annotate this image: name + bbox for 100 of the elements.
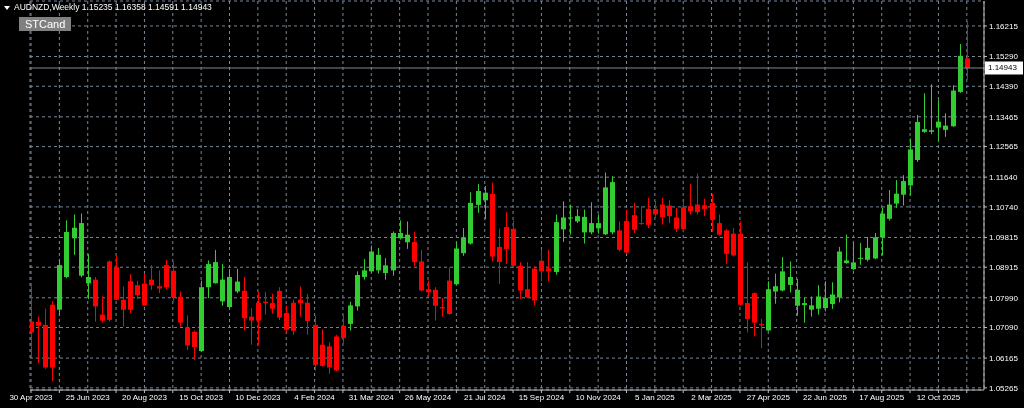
candlestick (809, 295, 814, 318)
y-tick-label: 1.11640 (989, 173, 1018, 182)
candlestick (674, 207, 679, 233)
candlestick (844, 234, 849, 265)
candlestick (894, 179, 899, 209)
y-tick-label: 1.12565 (989, 142, 1019, 152)
ref-line-label: 1.14943 (988, 63, 1018, 73)
candlestick (688, 183, 693, 215)
candlestick (497, 228, 502, 285)
candlestick (362, 258, 367, 281)
candlestick (30, 285, 34, 358)
annotation: STCand (19, 17, 72, 31)
candlestick (887, 189, 892, 221)
candlestick (398, 219, 403, 241)
candlestick (802, 296, 807, 324)
candlestick (568, 204, 573, 236)
y-tick-label: 1.15290 (989, 52, 1019, 62)
candlestick (433, 286, 438, 322)
y-tick-label: 1.14390 (989, 82, 1019, 92)
candlestick (305, 293, 310, 336)
y-tick-label: 1.08915 (989, 263, 1019, 273)
candlestick (695, 173, 700, 215)
candlestick (965, 20, 970, 81)
candlestick (780, 256, 785, 293)
y-tick-label: 1.10740 (989, 202, 1019, 212)
candlestick (412, 231, 417, 267)
candlestick (646, 197, 651, 229)
candlestick (851, 241, 856, 271)
y-tick-label: 1.07990 (989, 293, 1019, 303)
candlestick (504, 211, 509, 265)
candlestick (249, 307, 254, 346)
x-tick-label: 26 May 2024 (404, 392, 452, 402)
candlestick (483, 185, 488, 220)
candlestick (476, 183, 481, 214)
candlestick (667, 199, 672, 224)
candlestick (880, 207, 885, 256)
candlestick (773, 273, 778, 305)
candlestick (192, 330, 197, 361)
candlestick (617, 220, 622, 253)
candlestick (561, 200, 566, 243)
candlestick (72, 214, 77, 256)
x-tick-label: 31 Mar 2024 (348, 392, 395, 402)
candlestick (36, 316, 41, 364)
x-tick-label: 2 Mar 2025 (691, 392, 733, 402)
candlestick (256, 291, 261, 346)
candlestick (936, 99, 941, 142)
candlestick (142, 273, 147, 307)
chart-title: AUDNZD,Weekly 1.15235 1.16358 1.14591 1.14943 (14, 2, 212, 13)
x-tick-label: 21 Jul 2024 (464, 392, 506, 402)
y-tick-label: 1.07090 (989, 323, 1019, 333)
candlestick (369, 245, 374, 273)
candlestick (660, 197, 665, 226)
candlestick (164, 259, 169, 290)
x-tick-label: 17 Aug 2025 (859, 392, 905, 402)
candlestick (632, 202, 637, 234)
candlestick (710, 193, 715, 233)
x-tick-label: 4 Feb 2024 (294, 392, 336, 402)
candlestick (795, 278, 800, 317)
candlestick (929, 83, 934, 135)
x-tick-label: 27 Apr 2025 (746, 392, 791, 402)
candlestick (901, 174, 906, 207)
candlestick (327, 341, 332, 375)
candlestick (157, 269, 162, 294)
x-tick-label: 10 Dec 2023 (235, 392, 282, 402)
candlestick (589, 201, 594, 235)
candlestick (745, 261, 750, 333)
x-tick-label: 25 Jun 2023 (65, 392, 111, 402)
candlestick (383, 257, 388, 281)
candlestick (724, 228, 729, 265)
candlestick (582, 209, 587, 245)
x-tick-label: 20 Aug 2023 (121, 392, 168, 402)
candlestick (873, 232, 878, 260)
candlestick (220, 263, 225, 307)
candlestick (865, 236, 870, 262)
y-tick-label: 1.13465 (989, 112, 1019, 122)
candlestick (206, 259, 211, 299)
candlestick (823, 280, 828, 312)
candlestick (731, 227, 736, 257)
candlestick (341, 314, 346, 345)
candlestick (284, 305, 289, 333)
x-tick-label: 15 Oct 2023 (179, 392, 224, 402)
x-tick-label: 12 Oct 2025 (916, 392, 961, 402)
candlestick (596, 214, 601, 235)
candlestick (405, 220, 410, 250)
candlestick (717, 214, 722, 237)
candlestick (539, 249, 544, 282)
x-tick-label: 30 Apr 2023 (9, 392, 54, 402)
x-tick-label: 10 Nov 2024 (575, 392, 622, 402)
x-tick-label: 22 Jun 2025 (802, 392, 848, 402)
candlestick (546, 249, 551, 282)
candlestick (121, 286, 126, 328)
candlestick (681, 201, 686, 233)
candlestick (100, 295, 105, 324)
candlestick (86, 253, 91, 300)
x-tick-label: 15 Sep 2024 (518, 392, 565, 402)
candlestick (213, 249, 218, 285)
y-tick-label: 1.05265 (989, 383, 1019, 393)
candlestick (922, 92, 927, 134)
candlestick (525, 261, 530, 299)
candlestick (185, 314, 190, 351)
